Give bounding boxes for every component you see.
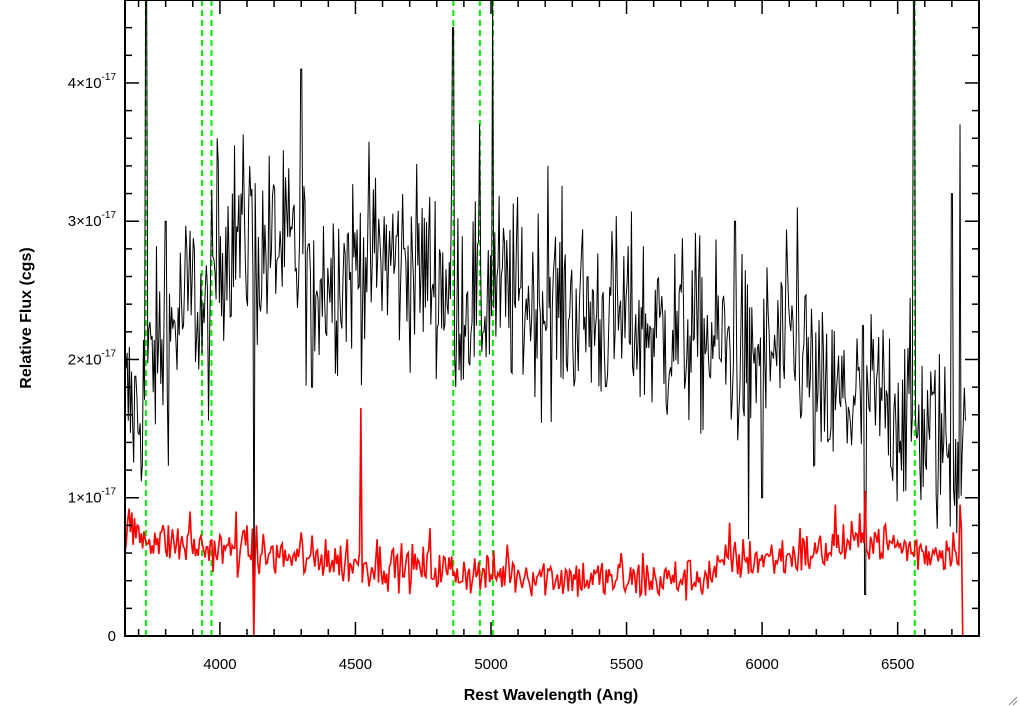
y-tick-label: 4×10-17: [68, 72, 117, 92]
x-tick-label: 6000: [745, 656, 778, 673]
axes: 4000 4500 5000 5500 6000 6500 0 1×10-17 2×10-17 3…: [68, 0, 980, 673]
plot-area: [125, 0, 966, 636]
y-tick-label: 2×10-17: [68, 348, 117, 368]
y-tick-label: 3×10-17: [68, 210, 117, 230]
resize-grip-icon[interactable]: [1008, 696, 1018, 706]
y-axis-title: Relative Flux (cgs): [18, 247, 35, 388]
y-tick-label: 1×10-17: [68, 487, 117, 507]
x-tick-label: 6500: [881, 656, 914, 673]
x-tick-label: 4500: [339, 656, 372, 673]
x-tick-label: 5500: [610, 656, 643, 673]
plot-frame: [124, 0, 980, 637]
y-tick-label: 0: [108, 628, 116, 645]
x-tick-label: 5000: [474, 656, 507, 673]
error-series-line: [125, 407, 964, 636]
x-axis-title: Rest Wavelength (Ang): [464, 687, 639, 704]
spectrum-series-line: [125, 0, 966, 636]
x-tick-label: 4000: [203, 656, 236, 673]
